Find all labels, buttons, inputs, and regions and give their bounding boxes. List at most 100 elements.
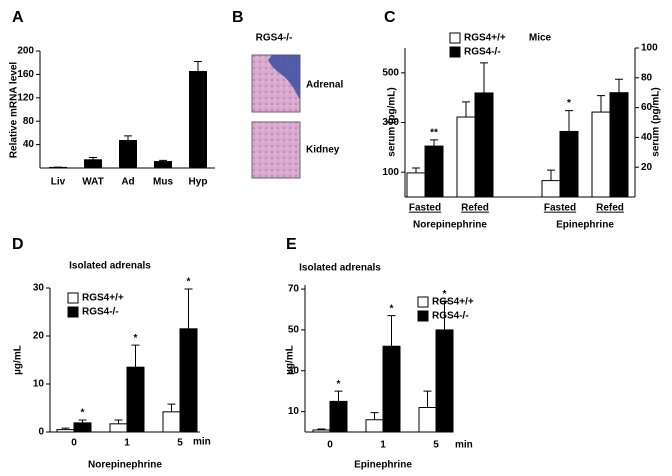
legend-label: RGS4+/+ [432, 297, 474, 308]
y-tick-label: 10 [33, 379, 45, 390]
error-bar [547, 169, 555, 181]
x-unit: min [193, 437, 211, 448]
bar [189, 70, 207, 169]
bar [418, 407, 437, 433]
error-bar [387, 315, 396, 347]
y-tick-label: 200 [17, 46, 34, 57]
legend-swatch [67, 306, 79, 318]
x-axis-label: Epinephrine [354, 460, 412, 471]
x-unit: min [455, 440, 473, 451]
y-tick-label: 30 [288, 365, 300, 376]
y-tick-label: 160 [17, 69, 34, 80]
legend-label: RGS4-/- [464, 47, 501, 58]
bar [179, 328, 198, 433]
panel-letter: E [286, 236, 297, 253]
stain-region [268, 55, 300, 100]
chart-title: Isolated adrenals [299, 263, 381, 274]
bar [609, 92, 629, 198]
error-bar [131, 344, 140, 368]
significance-mark: * [187, 277, 191, 288]
y-tick-label: 40 [23, 139, 35, 150]
significance-mark: * [134, 333, 138, 344]
significance-mark: * [567, 98, 571, 109]
bar [424, 145, 444, 198]
x-tick-label: 5 [177, 438, 183, 449]
legend-label: RGS4-/- [82, 307, 119, 318]
panel-letter: D [12, 236, 24, 253]
y2-tick-label: 80 [641, 72, 653, 83]
error-bar [167, 403, 176, 412]
y2-axis-label: serum (pg/mL) [651, 87, 662, 156]
y-tick-label: 10 [288, 406, 300, 417]
error-bar [423, 390, 432, 408]
x-tick-label: WAT [82, 177, 103, 188]
y-tick-label: 500 [382, 67, 399, 78]
y-axis-label: µg/mL [13, 345, 24, 375]
y2-tick-label: 60 [641, 102, 653, 113]
chart-title: Mice [529, 33, 552, 44]
panel-letter: A [12, 9, 24, 26]
significance-mark: * [443, 289, 447, 300]
y-axis-label: Relative mRNA level [9, 62, 20, 159]
error-bar [184, 288, 193, 329]
x-tick-label: 5 [433, 440, 439, 451]
error-bar [430, 139, 438, 147]
x-tick-label: Hyp [189, 177, 208, 188]
group-label: Norepinephrine [413, 220, 487, 231]
x-tick-label: 1 [124, 438, 130, 449]
image-label: Kidney [306, 145, 340, 156]
error-bar [78, 419, 87, 423]
x-tick-label: Fasted [544, 203, 576, 214]
error-bar [61, 427, 70, 430]
chart-title: Isolated adrenals [69, 261, 151, 272]
x-axis-label: Norepinephrine [88, 460, 162, 471]
error-bar [462, 101, 470, 118]
bar [84, 159, 102, 169]
y-tick-label: 70 [288, 284, 300, 295]
bar [456, 116, 476, 198]
error-bar [194, 61, 202, 72]
bar [474, 92, 494, 198]
error-bar [440, 300, 449, 330]
error-bar [317, 428, 326, 430]
y-tick-label: 50 [288, 325, 300, 336]
legend-swatch [417, 296, 429, 308]
x-tick-label: 0 [71, 438, 77, 449]
error-bar [565, 110, 573, 132]
bar [329, 400, 348, 433]
x-tick-label: Liv [51, 177, 66, 188]
legend-label: RGS4-/- [432, 311, 469, 322]
error-bar [159, 159, 167, 162]
y-tick-label: 300 [382, 117, 399, 128]
y2-tick-label: 20 [641, 162, 653, 173]
bar [382, 345, 401, 433]
group-label: Epinephrine [556, 220, 614, 231]
y-axis-label: µg/mL [285, 345, 296, 375]
y2-tick-label: 100 [641, 43, 658, 54]
bar [56, 429, 75, 433]
significance-mark: ** [430, 128, 438, 139]
bar [406, 172, 426, 198]
bar [119, 140, 137, 169]
y-axis-label: serum (pg/mL) [387, 87, 398, 156]
histology-image [251, 121, 301, 179]
bar [126, 366, 145, 433]
error-bar [370, 412, 379, 420]
significance-mark: * [390, 303, 394, 314]
bar [154, 161, 172, 169]
error-bar [412, 167, 420, 173]
x-tick-label: Mus [153, 177, 173, 188]
x-tick-label: Refed [596, 203, 624, 214]
y-tick-label: 30 [33, 283, 45, 294]
legend-swatch [67, 292, 79, 304]
error-bar [114, 419, 123, 424]
error-bar [480, 62, 488, 93]
error-bar [334, 390, 343, 402]
bar [435, 329, 454, 433]
bar [591, 111, 611, 198]
legend-label: RGS4+/+ [464, 33, 506, 44]
error-bar [89, 156, 97, 160]
y-tick-label: 80 [23, 116, 35, 127]
bar [559, 130, 579, 198]
